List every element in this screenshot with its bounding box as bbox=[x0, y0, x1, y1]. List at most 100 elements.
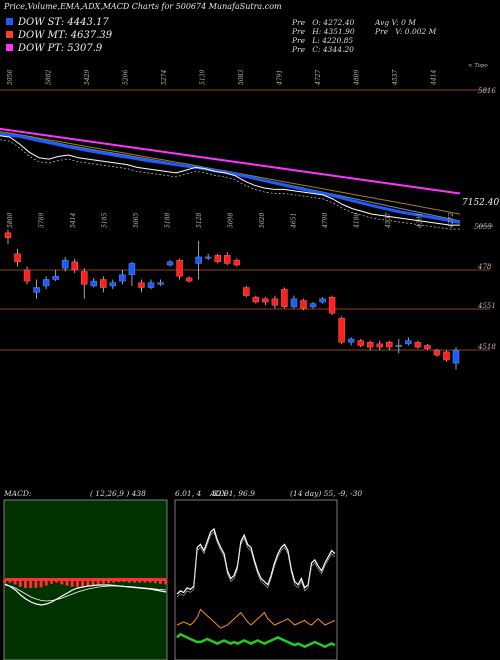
legend-swatch-st bbox=[6, 18, 13, 25]
macd-histogram-bar bbox=[164, 580, 168, 585]
candle-top-tick-label: 5020 bbox=[259, 213, 266, 228]
candle-top-tick-label: 5128 bbox=[196, 213, 203, 228]
ohlc-high-value: H: 4351.90 bbox=[312, 27, 355, 36]
macd-histogram-bar bbox=[107, 580, 111, 584]
candle-body bbox=[176, 259, 183, 277]
macd-line-macd bbox=[4, 583, 167, 606]
ohlc-close-prefix: Pre bbox=[292, 45, 306, 54]
candle-body bbox=[376, 343, 383, 348]
macd-histogram-bar bbox=[29, 580, 33, 588]
ema-top-tick-label: 4414 bbox=[431, 70, 438, 86]
macd-histogram-bar bbox=[133, 580, 137, 583]
candle-body bbox=[395, 345, 403, 347]
macd-histogram-bar bbox=[18, 580, 22, 587]
volume-prefix: Pre bbox=[375, 27, 389, 36]
ema-line-white-dotted bbox=[0, 139, 460, 230]
macd-histogram-bar bbox=[3, 580, 7, 584]
macd-histogram-bar bbox=[44, 580, 48, 586]
ema-top-tick-label: 5882 bbox=[46, 70, 53, 85]
macd-histogram-bar bbox=[55, 580, 59, 583]
ema-top-tick-label: 4791 bbox=[277, 70, 284, 86]
candle-top-tick-label: 4651 bbox=[291, 213, 298, 229]
candle-body bbox=[61, 259, 69, 269]
legend-swatch-pt bbox=[6, 44, 13, 51]
macd-histogram-bar bbox=[13, 580, 17, 585]
candle-body bbox=[223, 255, 231, 264]
candle-corner-label-2: Smooth bbox=[478, 223, 494, 228]
candle-body bbox=[100, 279, 107, 288]
ema-right-label: 5816 bbox=[478, 87, 496, 95]
candle-body bbox=[166, 261, 174, 266]
ohlc-low: Pre L: 4220.85 bbox=[292, 36, 353, 45]
adx-line-adx bbox=[176, 632, 336, 649]
candle-body bbox=[33, 287, 40, 293]
candle-body bbox=[414, 342, 422, 348]
ohlc-open: Pre O: 4272.40 bbox=[292, 18, 354, 27]
ohlc-close-value: C: 4344.20 bbox=[312, 45, 354, 54]
legend-dow-st: DOW ST: 4443.17 bbox=[6, 17, 109, 28]
candle-body bbox=[204, 256, 212, 259]
candle-panel: 5800 5789 5414 5185 5065 5188 5128 5098 5020 4651… bbox=[0, 213, 496, 370]
candle-body bbox=[424, 345, 431, 349]
macd-label: MACD: bbox=[4, 489, 32, 498]
candle-body bbox=[319, 298, 326, 303]
candle-top-tick-label: 4272 bbox=[448, 213, 455, 229]
legend-value: 5307.9 bbox=[67, 43, 103, 54]
macd-line-signal bbox=[4, 584, 167, 602]
candle-body bbox=[281, 288, 288, 308]
adx-values: 32.91, 96.9 bbox=[212, 489, 255, 498]
candle-body bbox=[195, 256, 202, 264]
candle-body bbox=[233, 259, 241, 266]
candle-body bbox=[386, 342, 393, 348]
ohlc-low-value: L: 4220.85 bbox=[312, 36, 354, 45]
macd-histogram-bar bbox=[60, 580, 64, 585]
candle-body bbox=[271, 298, 279, 306]
macd-histogram-bar bbox=[96, 580, 100, 585]
legend-swatch-mt bbox=[6, 31, 13, 38]
candle-body bbox=[157, 282, 164, 285]
legend-value: 4443.17 bbox=[67, 17, 109, 28]
ema-top-tick-label: 5139 bbox=[200, 70, 207, 85]
ema-top-tick-label: 4809 bbox=[354, 70, 361, 86]
macd-histogram-bar bbox=[143, 580, 147, 583]
macd-histogram-bar bbox=[86, 580, 90, 586]
candle-body bbox=[290, 298, 298, 308]
candle-top-tick-label: 5800 bbox=[7, 213, 14, 228]
candle-right-label: 4551 bbox=[477, 302, 496, 310]
macd-zero-band bbox=[5, 578, 166, 581]
macd-histogram-bar bbox=[138, 580, 142, 583]
macd-histogram-bar bbox=[101, 580, 105, 584]
legend-value: 4637.39 bbox=[70, 30, 113, 41]
macd-histogram-bar bbox=[8, 580, 12, 583]
legend-label: DOW PT: bbox=[18, 43, 65, 54]
candle-body bbox=[262, 298, 269, 303]
macd-histogram-bar bbox=[23, 580, 27, 588]
macd-panel bbox=[3, 499, 168, 660]
macd-histogram-bar bbox=[75, 580, 79, 587]
ema-top-tick-label: 4727 bbox=[315, 70, 322, 86]
macd-histogram-bar bbox=[148, 580, 152, 583]
candle-body bbox=[71, 261, 78, 271]
volume: Pre V: 0.002 M bbox=[375, 27, 436, 36]
candle-body bbox=[328, 296, 336, 314]
candle-body bbox=[128, 263, 136, 275]
macd-histogram-bar bbox=[49, 580, 53, 584]
macd-histogram-bar bbox=[112, 580, 116, 583]
candle-top-tick-label: 4391 bbox=[417, 213, 424, 229]
ema-top-tick-label: 5083 bbox=[238, 70, 245, 85]
candle-right-label: 478 bbox=[477, 263, 492, 271]
candle-body bbox=[366, 342, 374, 348]
ema-top-tick-label: 5429 bbox=[84, 70, 91, 85]
candle-top-tick-label: 5185 bbox=[102, 213, 109, 228]
candle-body bbox=[338, 317, 345, 343]
candle-body bbox=[185, 277, 193, 282]
legend-label: DOW MT: bbox=[18, 30, 68, 41]
macd-values: ( 12,26,9 ) 438 bbox=[90, 489, 146, 498]
candle-body bbox=[243, 287, 250, 296]
candle-body bbox=[4, 232, 12, 238]
avg-volume: Avg V: 0 M bbox=[375, 18, 416, 27]
candle-body bbox=[90, 280, 98, 287]
legend-label: DOW ST: bbox=[18, 17, 65, 28]
candle-body bbox=[14, 253, 21, 263]
